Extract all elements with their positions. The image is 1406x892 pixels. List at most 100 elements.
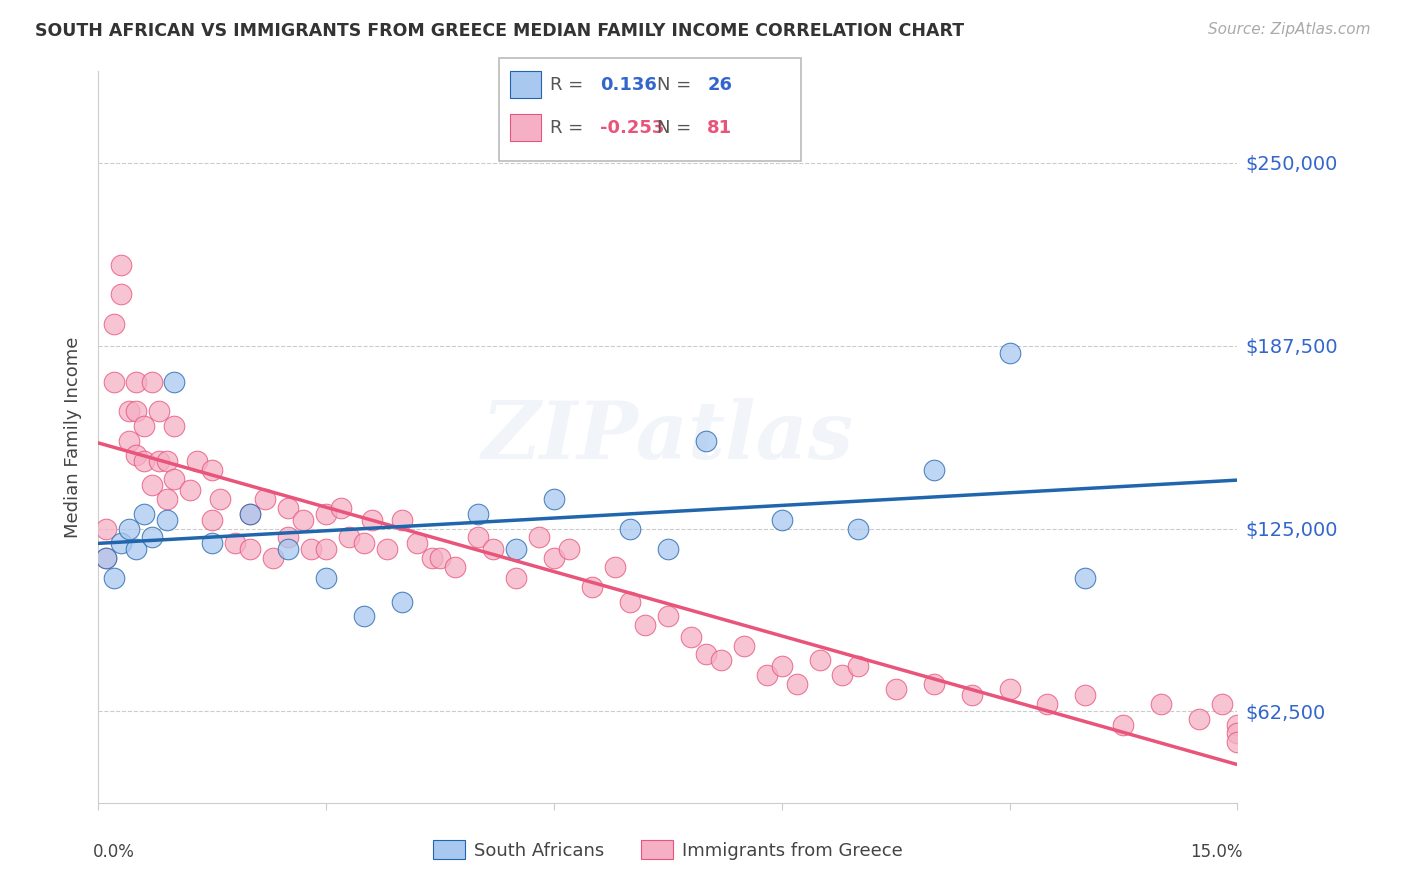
Point xyxy=(998,682,1021,697)
Point xyxy=(277,530,299,544)
Point xyxy=(315,541,337,556)
Point xyxy=(922,676,945,690)
Point xyxy=(482,541,505,556)
Point xyxy=(148,454,170,468)
Point xyxy=(254,492,277,507)
Point xyxy=(148,404,170,418)
Point xyxy=(846,659,869,673)
Point xyxy=(103,375,125,389)
Point xyxy=(1226,726,1249,740)
Point xyxy=(110,258,132,272)
Point xyxy=(770,513,793,527)
Point xyxy=(277,501,299,516)
Point xyxy=(710,653,733,667)
Point xyxy=(695,648,717,662)
Text: 0.136: 0.136 xyxy=(600,76,657,94)
Point xyxy=(224,536,246,550)
Point xyxy=(125,404,148,418)
Point xyxy=(406,536,429,550)
Point xyxy=(118,404,141,418)
Text: R =: R = xyxy=(550,76,589,94)
Point xyxy=(118,521,141,535)
Text: R =: R = xyxy=(550,119,589,136)
Point xyxy=(1188,712,1211,726)
Point xyxy=(103,317,125,331)
Point xyxy=(330,501,353,516)
Point xyxy=(125,449,148,463)
Text: 26: 26 xyxy=(707,76,733,94)
Point xyxy=(156,513,179,527)
Point xyxy=(353,609,375,624)
Text: 81: 81 xyxy=(707,119,733,136)
Point xyxy=(581,580,603,594)
Point xyxy=(657,609,679,624)
Point xyxy=(505,571,527,585)
Point xyxy=(998,346,1021,360)
Point xyxy=(315,507,337,521)
Point xyxy=(94,550,117,565)
Point xyxy=(103,571,125,585)
Point xyxy=(619,521,641,535)
Point xyxy=(527,530,550,544)
Point xyxy=(505,541,527,556)
Point xyxy=(679,630,702,644)
Point xyxy=(1074,571,1097,585)
Point xyxy=(808,653,831,667)
Text: -0.253: -0.253 xyxy=(600,119,665,136)
Point xyxy=(429,550,451,565)
Legend: South Africans, Immigrants from Greece: South Africans, Immigrants from Greece xyxy=(426,833,910,867)
Point xyxy=(163,375,186,389)
Point xyxy=(239,507,262,521)
Point xyxy=(141,477,163,491)
Point xyxy=(186,454,208,468)
Text: N =: N = xyxy=(657,76,696,94)
Point xyxy=(786,676,808,690)
Point xyxy=(467,530,489,544)
Point xyxy=(733,639,755,653)
Point xyxy=(422,550,444,565)
Point xyxy=(156,454,179,468)
Point xyxy=(695,434,717,448)
Point xyxy=(337,530,360,544)
Point xyxy=(299,541,322,556)
Point xyxy=(375,541,398,556)
Point xyxy=(558,541,581,556)
Point xyxy=(132,419,155,434)
Point xyxy=(201,463,224,477)
Point xyxy=(543,550,565,565)
Point xyxy=(1211,697,1233,711)
Point xyxy=(110,536,132,550)
Point xyxy=(292,513,315,527)
Point xyxy=(1226,717,1249,731)
Text: SOUTH AFRICAN VS IMMIGRANTS FROM GREECE MEDIAN FAMILY INCOME CORRELATION CHART: SOUTH AFRICAN VS IMMIGRANTS FROM GREECE … xyxy=(35,22,965,40)
Point xyxy=(391,513,413,527)
Text: ZIPatlas: ZIPatlas xyxy=(482,399,853,475)
Point xyxy=(315,571,337,585)
Point xyxy=(201,513,224,527)
Point xyxy=(156,492,179,507)
Point xyxy=(179,483,201,498)
Point xyxy=(125,375,148,389)
Point xyxy=(239,541,262,556)
Text: 0.0%: 0.0% xyxy=(93,843,135,861)
Point xyxy=(1074,688,1097,702)
Point xyxy=(960,688,983,702)
Point xyxy=(94,550,117,565)
Point xyxy=(125,541,148,556)
Point xyxy=(262,550,284,565)
Text: N =: N = xyxy=(657,119,696,136)
Y-axis label: Median Family Income: Median Family Income xyxy=(65,336,83,538)
Point xyxy=(884,682,907,697)
Point xyxy=(922,463,945,477)
Point xyxy=(94,521,117,535)
Point xyxy=(1112,717,1135,731)
Point xyxy=(141,530,163,544)
Point xyxy=(770,659,793,673)
Point xyxy=(467,507,489,521)
Point xyxy=(360,513,382,527)
Point xyxy=(1036,697,1059,711)
Point xyxy=(208,492,231,507)
Point xyxy=(603,559,626,574)
Point xyxy=(201,536,224,550)
Point xyxy=(353,536,375,550)
